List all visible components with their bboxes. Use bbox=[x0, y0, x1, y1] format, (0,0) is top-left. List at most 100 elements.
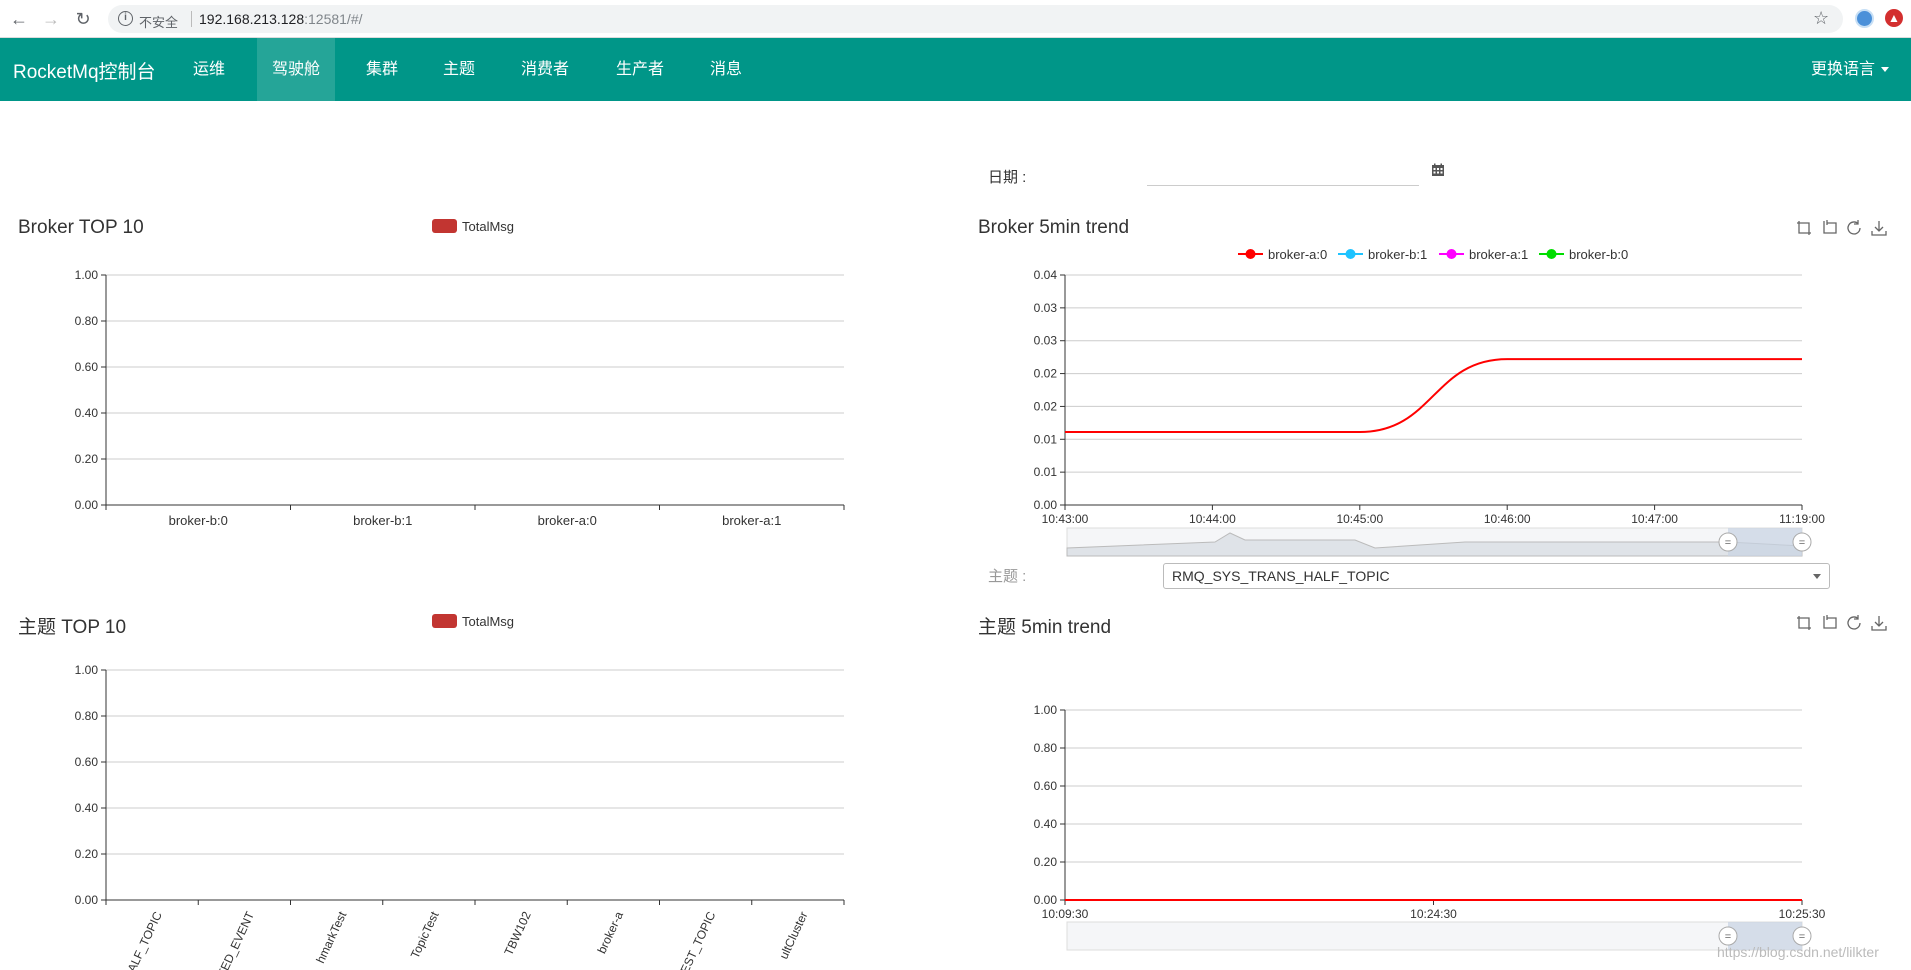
y-tick-label: 0.40 bbox=[75, 801, 99, 815]
x-tick-label: 10:09:30 bbox=[1042, 907, 1089, 921]
x-tick-label: ultCluster bbox=[776, 909, 810, 961]
broker-trend-legend: broker-a:0 broker-b:1 broker-a:1 broker-… bbox=[1238, 246, 1638, 264]
select-caret-icon bbox=[1813, 574, 1821, 579]
bookmark-star-icon[interactable]: ☆ bbox=[1813, 8, 1830, 28]
y-tick-label: 0.40 bbox=[75, 406, 99, 420]
legend-swatch-totalmsg[interactable] bbox=[432, 219, 457, 233]
broker-top10-title: Broker TOP 10 bbox=[18, 217, 144, 238]
language-dropdown[interactable]: 更换语言 bbox=[1811, 38, 1889, 101]
x-tick-label: broker-a:1 bbox=[722, 513, 781, 528]
series-line bbox=[1065, 358, 1802, 434]
calendar-icon[interactable] bbox=[1431, 163, 1445, 177]
x-tick-label: FED_EVENT bbox=[215, 909, 258, 970]
insecure-label: 不安全 bbox=[139, 15, 179, 30]
x-tick-label: hmarkTest bbox=[313, 909, 349, 966]
nav-item-cluster[interactable]: 集群 bbox=[366, 61, 399, 78]
topic-top10-title: 主题 TOP 10 bbox=[18, 617, 127, 638]
info-icon[interactable]: i bbox=[118, 11, 133, 26]
datazoom-handle-grip: = bbox=[1725, 931, 1731, 943]
x-tick-label: ALF_TOPIC bbox=[125, 909, 165, 970]
legend-label-totalmsg[interactable]: TotalMsg bbox=[462, 219, 515, 234]
x-tick-label: 11:19:00 bbox=[1779, 512, 1825, 526]
restore-icon[interactable] bbox=[1845, 219, 1863, 237]
url-text[interactable]: 192.168.213.128:12581/#/ bbox=[199, 11, 363, 27]
address-bar[interactable]: i 不安全 192.168.213.128:12581/#/ bbox=[108, 5, 1843, 33]
datazoom-handle-grip: = bbox=[1799, 931, 1805, 943]
y-tick-label: 0.00 bbox=[1034, 498, 1058, 512]
y-tick-label: 0.20 bbox=[1034, 855, 1058, 869]
legend-marker-broker-a1[interactable] bbox=[1439, 247, 1464, 261]
nav-item-topic[interactable]: 主题 bbox=[443, 61, 476, 78]
legend-marker-broker-a0[interactable] bbox=[1238, 247, 1263, 261]
datazoom-selected-range bbox=[1728, 528, 1802, 556]
adblock-extension-icon[interactable]: ▲ bbox=[1885, 9, 1903, 27]
datazoom-handle-left bbox=[1718, 926, 1738, 946]
x-tick-label: broker-a bbox=[595, 909, 627, 956]
forward-icon[interactable]: → bbox=[42, 9, 60, 29]
topic-trend-chart: 0.00 0.20 0.40 0.60 0.80 1.00 10:09:30 10:24:30… bbox=[1034, 703, 1826, 951]
back-icon[interactable]: ← bbox=[10, 9, 28, 29]
topic-trend-toolbox bbox=[1795, 614, 1895, 634]
x-tick-label: TBW102 bbox=[501, 909, 534, 958]
x-tick-label: 10:43:00 bbox=[1042, 512, 1089, 526]
legend-label-broker-a0[interactable]: broker-a:0 bbox=[1268, 247, 1328, 262]
zoom-icon[interactable] bbox=[1795, 614, 1813, 632]
x-tick-label: 10:47:00 bbox=[1631, 512, 1678, 526]
legend-label-totalmsg-topic[interactable]: TotalMsg bbox=[462, 614, 515, 629]
app-navbar: RocketMq控制台 运维 驾驶舱 集群 主题 消费者 生产者 消息 更换语言 bbox=[0, 38, 1911, 101]
nav-item-dashboard[interactable]: 驾驶舱 bbox=[257, 38, 336, 101]
datazoom-track bbox=[1066, 921, 1803, 951]
x-tick-label: broker-b:0 bbox=[169, 513, 228, 528]
date-input[interactable] bbox=[1147, 160, 1419, 186]
topic-select[interactable]: RMQ_SYS_TRANS_HALF_TOPIC bbox=[1163, 563, 1830, 589]
restore-icon[interactable] bbox=[1845, 614, 1863, 632]
broker-trend-title: Broker 5min trend bbox=[978, 217, 1130, 238]
legend-label-broker-a1-text[interactable]: broker-a:1 bbox=[1469, 247, 1529, 262]
topic-filter-label: 主题 : bbox=[988, 568, 1027, 585]
x-tick-label: 10:44:00 bbox=[1189, 512, 1236, 526]
legend-swatch-totalmsg-topic[interactable] bbox=[432, 614, 457, 628]
broker-trend-toolbox bbox=[1795, 219, 1895, 239]
y-tick-label: 0.00 bbox=[75, 893, 99, 907]
browser-toolbar: ← → ↻ i 不安全 192.168.213.128:12581/#/ ☆ ▲ bbox=[0, 0, 1911, 38]
x-tick-label: 10:24:30 bbox=[1410, 907, 1457, 921]
topic-trend-title: 主题 5min trend bbox=[978, 617, 1112, 638]
datazoom-selected-range bbox=[1728, 922, 1802, 950]
caret-down-icon bbox=[1881, 67, 1889, 73]
topic-top10-chart: 0.00 0.20 0.40 0.60 0.80 1.00 ALF_TOPIC FED_EVE… bbox=[75, 663, 845, 970]
y-tick-label: 1.00 bbox=[75, 268, 99, 282]
y-tick-label: 0.40 bbox=[1034, 817, 1058, 831]
y-tick-label: 0.03 bbox=[1034, 301, 1058, 315]
download-icon[interactable] bbox=[1870, 614, 1888, 632]
topic-select-value: RMQ_SYS_TRANS_HALF_TOPIC bbox=[1172, 568, 1390, 584]
broker-trend-chart: 0.00 0.01 0.01 0.02 0.02 0.03 0.03 0.04 10:43:00… bbox=[1034, 268, 1825, 557]
zoom-reset-icon[interactable] bbox=[1820, 614, 1838, 632]
reload-icon[interactable]: ↻ bbox=[75, 9, 91, 29]
legend-label-broker-b0[interactable]: broker-b:0 bbox=[1569, 247, 1629, 262]
profile-extension-icon[interactable] bbox=[1855, 9, 1874, 28]
watermark: https://blog.csdn.net/lilkter bbox=[1717, 944, 1879, 960]
y-tick-label: 0.02 bbox=[1034, 399, 1058, 413]
url-host: 192.168.213.128 bbox=[199, 11, 305, 27]
y-tick-label: 0.80 bbox=[75, 314, 99, 328]
y-tick-label: 0.60 bbox=[75, 360, 99, 374]
legend-marker-broker-b1[interactable] bbox=[1338, 247, 1363, 261]
x-tick-label: 10:25:30 bbox=[1779, 907, 1826, 921]
y-tick-label: 0.02 bbox=[1034, 367, 1058, 381]
zoom-reset-icon[interactable] bbox=[1820, 219, 1838, 237]
brand-title[interactable]: RocketMq控制台 bbox=[13, 62, 156, 83]
y-tick-label: 0.80 bbox=[75, 709, 99, 723]
y-tick-label: 0.20 bbox=[75, 452, 99, 466]
legend-marker-broker-b0[interactable] bbox=[1539, 247, 1564, 261]
download-icon[interactable] bbox=[1870, 219, 1888, 237]
nav-item-ops[interactable]: 运维 bbox=[193, 61, 226, 78]
nav-item-producer[interactable]: 生产者 bbox=[616, 61, 665, 78]
legend-label-broker-b1[interactable]: broker-b:1 bbox=[1368, 247, 1428, 262]
zoom-icon[interactable] bbox=[1795, 219, 1813, 237]
y-tick-label: 0.60 bbox=[75, 755, 99, 769]
x-tick-label: broker-b:1 bbox=[353, 513, 412, 528]
y-tick-label: 0.00 bbox=[75, 498, 99, 512]
nav-item-consumer[interactable]: 消费者 bbox=[521, 61, 570, 78]
y-tick-label: 0.80 bbox=[1034, 741, 1058, 755]
nav-item-message[interactable]: 消息 bbox=[710, 61, 743, 78]
